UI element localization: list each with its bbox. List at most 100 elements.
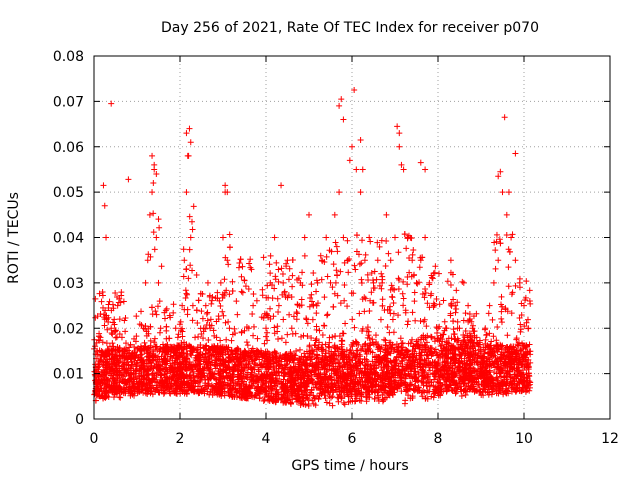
data-point <box>318 276 325 283</box>
data-point <box>430 270 437 277</box>
data-point <box>332 239 339 246</box>
data-point <box>454 318 461 325</box>
data-point <box>339 330 346 337</box>
data-point <box>273 259 280 266</box>
data-point <box>284 257 291 264</box>
data-point <box>250 290 257 297</box>
data-point <box>382 262 389 269</box>
data-point <box>427 333 434 340</box>
data-point <box>334 248 341 255</box>
data-point <box>280 279 287 286</box>
data-point <box>386 329 393 336</box>
data-point <box>264 337 271 344</box>
data-point <box>329 402 336 409</box>
data-point <box>289 283 296 290</box>
data-point <box>394 123 401 130</box>
data-point <box>245 285 252 292</box>
data-point <box>421 294 428 301</box>
data-point <box>229 278 236 285</box>
data-point <box>264 329 271 336</box>
data-point <box>498 319 505 326</box>
data-point <box>141 339 148 346</box>
data-point <box>142 279 149 286</box>
data-point <box>346 157 353 164</box>
data-point <box>410 247 417 254</box>
data-point <box>366 234 373 241</box>
data-point <box>485 310 492 317</box>
data-point <box>333 267 340 274</box>
data-point <box>217 279 224 286</box>
data-point <box>271 234 278 241</box>
data-point <box>239 263 246 270</box>
data-point <box>253 297 260 304</box>
data-point <box>378 379 385 386</box>
data-point <box>387 310 394 317</box>
data-point <box>293 316 300 323</box>
data-point <box>264 282 271 289</box>
data-point <box>470 322 477 329</box>
data-point <box>495 173 502 180</box>
data-point <box>492 247 499 254</box>
data-point <box>224 189 231 196</box>
data-point <box>189 267 196 274</box>
data-point <box>383 211 390 218</box>
data-point <box>183 189 190 196</box>
data-point <box>219 291 226 298</box>
data-point <box>316 327 323 334</box>
data-point <box>144 257 151 264</box>
data-point <box>432 263 439 270</box>
data-point <box>217 337 224 344</box>
data-point <box>498 293 505 300</box>
data-point <box>280 369 287 376</box>
data-point <box>340 116 347 123</box>
data-point <box>380 353 387 360</box>
data-point <box>331 211 338 218</box>
data-point <box>289 272 296 279</box>
data-point <box>490 279 497 286</box>
data-point <box>387 257 394 264</box>
data-point <box>371 284 378 291</box>
data-point <box>244 342 251 349</box>
data-point <box>400 295 407 302</box>
data-point <box>413 279 420 286</box>
data-point <box>271 324 278 331</box>
data-point <box>450 326 457 333</box>
data-point <box>285 276 292 283</box>
data-point <box>278 335 285 342</box>
data-point <box>183 266 190 273</box>
data-point <box>433 296 440 303</box>
data-point <box>186 125 193 132</box>
data-point <box>278 182 285 189</box>
data-point <box>174 334 181 341</box>
data-point <box>505 283 512 290</box>
data-point <box>390 299 397 306</box>
data-point <box>243 339 250 346</box>
data-point <box>344 303 351 310</box>
data-point <box>275 302 282 309</box>
data-point <box>226 291 233 298</box>
data-point <box>138 308 145 315</box>
data-point <box>516 275 523 282</box>
data-point <box>516 315 523 322</box>
data-point <box>399 290 406 297</box>
data-point <box>180 246 187 253</box>
data-point <box>501 114 508 121</box>
data-point <box>320 322 327 329</box>
data-point <box>106 343 113 350</box>
data-point <box>263 333 270 340</box>
data-point <box>253 347 260 354</box>
data-point <box>188 218 195 225</box>
data-point <box>523 319 530 326</box>
data-point <box>299 282 306 289</box>
data-point <box>313 323 320 330</box>
data-point <box>151 246 158 253</box>
data-point <box>109 301 116 308</box>
data-point <box>120 298 127 305</box>
data-point <box>220 234 226 241</box>
data-point <box>204 309 211 316</box>
data-point <box>486 330 493 337</box>
data-point <box>267 270 274 277</box>
data-point <box>189 302 196 309</box>
data-point <box>194 346 201 353</box>
data-point <box>301 252 308 259</box>
